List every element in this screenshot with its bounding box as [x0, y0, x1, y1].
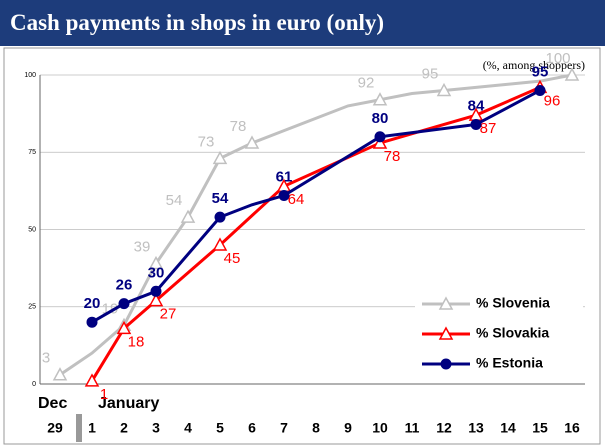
y-tick-label: 100 [24, 72, 36, 79]
data-label: 18 [128, 333, 145, 350]
data-point [212, 237, 228, 251]
data-label: 61 [276, 168, 293, 185]
data-point [212, 150, 228, 165]
data-label: 54 [212, 190, 229, 207]
month-separator [76, 414, 82, 442]
x-tick-label: 14 [500, 420, 516, 436]
data-label: 95 [422, 65, 439, 82]
data-label: 78 [384, 148, 401, 165]
data-label: 1 [100, 386, 108, 403]
legend-marker [438, 296, 454, 310]
x-tick-label: 7 [280, 420, 288, 436]
chart-title: Cash payments in shops in euro (only) [0, 0, 605, 46]
y-tick-label: 50 [28, 226, 36, 233]
x-tick-label: 2 [120, 420, 128, 436]
series-line [59, 73, 573, 376]
x-tick-label: 15 [532, 420, 548, 436]
x-tick-label: 1 [88, 420, 96, 436]
data-label: 27 [160, 306, 177, 323]
data-label: 30 [148, 264, 165, 281]
data-label: 3 [42, 350, 50, 367]
data-label: 92 [358, 75, 375, 92]
x-tick-label: 29 [47, 420, 63, 436]
series-line [91, 89, 541, 324]
data-label: 26 [116, 277, 133, 294]
x-tick-label: 3 [152, 420, 160, 436]
data-point [374, 131, 386, 143]
data-label: 54 [166, 192, 183, 209]
data-point [372, 92, 388, 106]
legend-label: % Estonia [476, 355, 543, 371]
data-point [372, 135, 388, 149]
x-tick-label: 13 [468, 420, 484, 436]
data-label: 80 [372, 110, 389, 127]
legend-label: % Slovakia [476, 325, 549, 341]
data-label: 39 [134, 238, 151, 255]
legend-label: % Slovenia [476, 295, 550, 311]
x-tick-label: 5 [216, 420, 224, 436]
x-group-label: January [98, 395, 159, 412]
x-tick-label: 6 [248, 420, 256, 436]
data-point [214, 211, 226, 223]
data-point [148, 293, 164, 307]
x-tick-label: 9 [344, 420, 352, 436]
data-label: 45 [224, 250, 241, 267]
data-point [470, 118, 482, 130]
data-label: 95 [532, 63, 549, 80]
x-tick-label: 8 [312, 420, 320, 436]
data-point [150, 285, 162, 297]
data-label: 84 [468, 97, 485, 114]
data-point [52, 367, 68, 381]
data-point [436, 82, 452, 97]
legend-marker [440, 358, 452, 370]
data-point [244, 135, 260, 149]
data-label: 87 [480, 120, 497, 137]
x-tick-label: 12 [436, 420, 452, 436]
x-tick-label: 16 [564, 420, 580, 436]
data-point [118, 298, 130, 310]
y-tick-label: 75 [28, 149, 36, 156]
data-label: 73 [198, 133, 215, 150]
data-point [564, 67, 580, 81]
data-label: 100 [545, 50, 570, 67]
legend: % Slovenia % Slovakia % Estonia [415, 284, 583, 380]
data-label: 96 [544, 92, 561, 109]
data-label: 64 [288, 191, 305, 208]
data-label: 78 [230, 118, 247, 135]
annotation: (%, among shoppers) [483, 58, 585, 72]
data-point [116, 320, 132, 335]
series-line [90, 85, 541, 382]
data-point [148, 255, 164, 270]
y-tick-label: 0 [32, 381, 36, 388]
x-group-label: Dec [38, 395, 67, 412]
data-point [534, 84, 546, 96]
data-point [278, 190, 290, 202]
x-tick-label: 10 [372, 420, 388, 436]
data-point [180, 209, 196, 223]
data-point [84, 373, 100, 387]
x-tick-label: 4 [184, 420, 192, 436]
y-tick-label: 25 [28, 304, 36, 311]
legend-marker [438, 326, 454, 340]
data-label: 20 [84, 295, 101, 312]
data-point [86, 316, 98, 328]
x-tick-label: 11 [405, 420, 420, 436]
